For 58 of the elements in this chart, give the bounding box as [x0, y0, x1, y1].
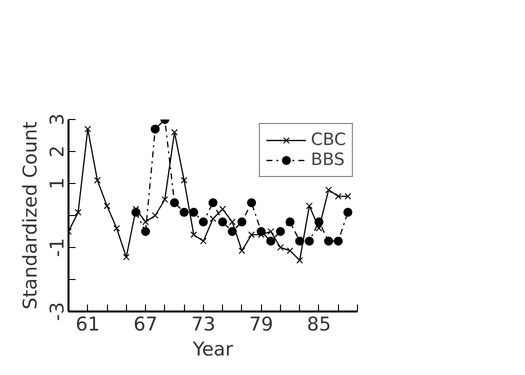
y-tick-label: -3	[46, 302, 68, 321]
point	[277, 244, 284, 251]
x-axis-title: Year	[192, 338, 234, 360]
point	[276, 227, 285, 236]
point	[267, 228, 274, 235]
point	[248, 231, 255, 238]
point	[198, 217, 208, 226]
y-axis-title: Standardized Count	[20, 122, 42, 310]
point	[286, 217, 295, 226]
x-tick-label: 73	[191, 314, 216, 336]
point	[152, 212, 159, 219]
point	[316, 224, 322, 232]
point	[219, 206, 226, 212]
legend-label: CBC	[310, 130, 346, 150]
point	[296, 256, 304, 264]
point	[162, 196, 168, 203]
point	[325, 186, 332, 194]
legend-label: BBS	[310, 150, 345, 170]
point	[304, 236, 314, 246]
y-tick-label: 2	[46, 145, 68, 158]
point	[306, 202, 313, 210]
point	[189, 208, 198, 217]
point	[180, 176, 188, 184]
point	[286, 247, 294, 254]
point	[122, 254, 130, 260]
point	[344, 192, 352, 200]
point	[94, 176, 101, 184]
point	[334, 236, 343, 246]
point	[218, 217, 228, 226]
point	[74, 208, 82, 216]
point	[208, 198, 218, 208]
point	[142, 218, 149, 226]
point	[324, 236, 334, 246]
point	[247, 198, 256, 208]
point	[334, 192, 342, 200]
point	[171, 128, 178, 136]
x-tick-label: 79	[249, 314, 274, 336]
y-tick-label: 3	[46, 113, 68, 126]
point	[170, 198, 179, 208]
point	[228, 218, 236, 226]
point	[113, 224, 120, 232]
point	[150, 124, 160, 134]
point	[200, 238, 207, 244]
point	[141, 227, 150, 236]
point	[180, 208, 189, 217]
point	[104, 202, 110, 210]
y-tick-label: 1	[46, 177, 68, 190]
point	[210, 215, 216, 222]
point	[343, 208, 352, 217]
y-tick-label: -1	[46, 238, 68, 257]
point	[190, 231, 198, 238]
point	[266, 236, 276, 246]
point	[237, 217, 246, 226]
point	[238, 247, 246, 254]
x-tick-label: 61	[76, 314, 100, 336]
x-tick-label: 67	[133, 314, 158, 336]
point	[84, 126, 92, 132]
x-tick-label: 85	[306, 314, 332, 336]
